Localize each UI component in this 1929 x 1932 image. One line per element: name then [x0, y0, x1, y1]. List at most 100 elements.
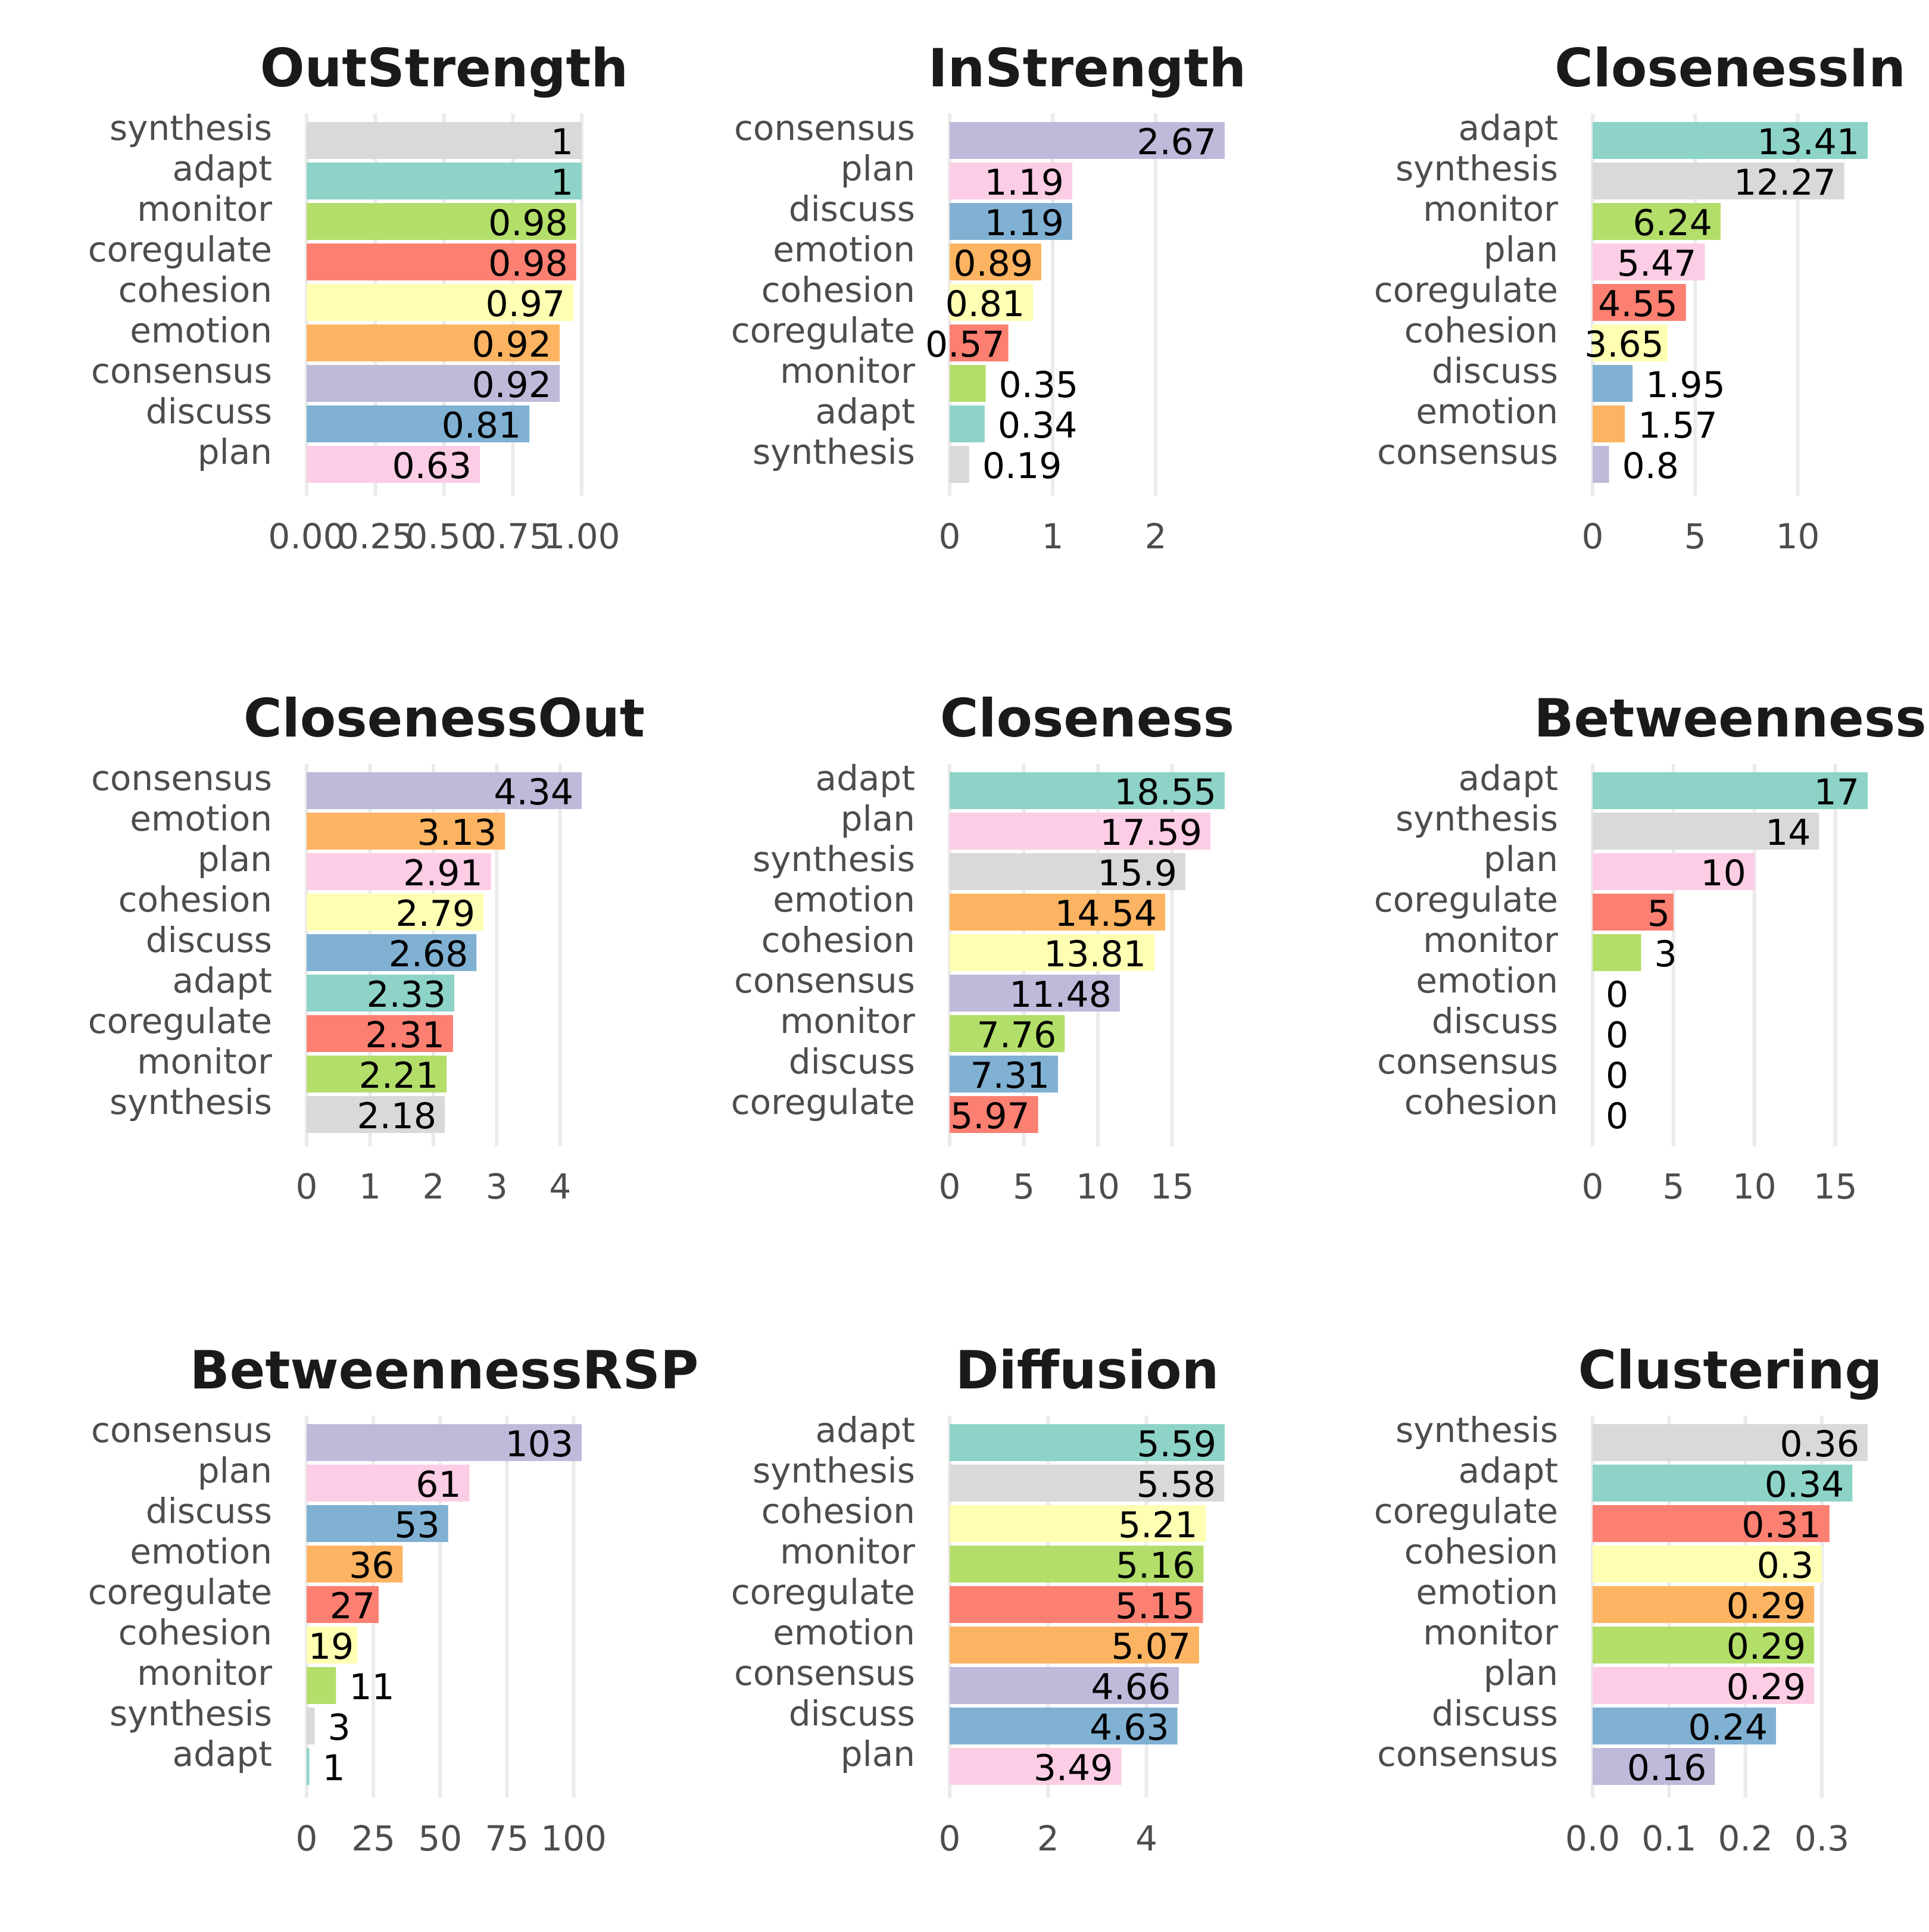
value-label: 15.9	[1097, 853, 1177, 894]
value-label: 6.24	[1633, 202, 1712, 244]
tick-label: 0.25	[337, 516, 414, 557]
category-label: emotion	[1416, 960, 1558, 1001]
category-label: synthesis	[110, 1082, 272, 1122]
bar-adapt	[1593, 772, 1868, 809]
bar-adapt	[950, 772, 1225, 809]
bar-plan	[950, 813, 1211, 850]
category-label: plan	[198, 1450, 272, 1491]
value-label: 0.57	[925, 324, 1005, 366]
category-label: coregulate	[88, 1572, 272, 1612]
bar-adapt	[307, 975, 455, 1012]
category-label: discuss	[1432, 1001, 1558, 1041]
tick-label: 15	[1150, 1166, 1194, 1207]
category-label: discuss	[789, 189, 915, 229]
tick-label: 0.00	[268, 516, 345, 557]
tick-label: 0	[296, 1166, 318, 1207]
bar-plan	[307, 1465, 470, 1502]
value-label: 3.49	[1034, 1747, 1113, 1789]
bar-cohesion	[1593, 324, 1668, 361]
bar-monitor	[307, 1667, 336, 1704]
category-label: emotion	[130, 1531, 272, 1572]
bar-emotion	[950, 894, 1166, 931]
category-label: synthesis	[110, 1693, 272, 1734]
value-label: 5.97	[950, 1095, 1030, 1137]
category-label: plan	[198, 432, 272, 472]
bar-consensus	[950, 975, 1120, 1012]
category-label: emotion	[773, 879, 915, 920]
value-label: 19	[308, 1626, 354, 1668]
value-label: 0.92	[472, 324, 551, 366]
value-label: 5.15	[1115, 1585, 1195, 1627]
tick-label: 50	[418, 1818, 462, 1859]
tick-label: 0.75	[475, 516, 551, 557]
tick-label: 0	[939, 1166, 961, 1207]
value-label: 7.31	[970, 1055, 1050, 1097]
bar-coregulate	[950, 324, 1009, 361]
panel-closenessin: ClosenessIn adapt 13.41 synthesis 12.27 monit…	[1374, 38, 1906, 557]
category-label: emotion	[773, 1612, 915, 1653]
category-label: coregulate	[731, 310, 915, 351]
value-label: 5.16	[1116, 1545, 1196, 1587]
category-label: emotion	[130, 798, 272, 839]
category-label: monitor	[137, 1653, 272, 1693]
panel-outstrength: OutStrength synthesis 1 adapt 1 monitor 0.98 co…	[88, 38, 629, 557]
bar-adapt	[307, 1748, 310, 1785]
category-label: plan	[198, 839, 272, 879]
tick-label: 0.3	[1794, 1818, 1849, 1859]
value-label: 11	[349, 1666, 394, 1708]
category-label: monitor	[1423, 189, 1558, 229]
category-label: cohesion	[118, 1612, 272, 1653]
bar-coregulate	[1593, 284, 1686, 321]
bar-emotion	[950, 244, 1041, 280]
category-label: discuss	[1432, 351, 1558, 391]
category-label: discuss	[146, 1491, 272, 1531]
category-label: monitor	[137, 1041, 272, 1082]
bar-coregulate	[307, 1015, 453, 1052]
category-label: plan	[1484, 839, 1558, 879]
value-label: 0.24	[1688, 1707, 1768, 1749]
value-label: 4.55	[1598, 283, 1678, 325]
value-label: 13.81	[1044, 934, 1146, 975]
tick-label: 0	[939, 516, 961, 557]
panel-clustering: Clustering synthesis 0.36 adapt 0.34 coregula…	[1374, 1340, 1883, 1859]
value-label: 4.34	[494, 772, 573, 813]
bar-plan	[950, 1748, 1122, 1785]
value-label: 1	[551, 121, 573, 163]
bar-cohesion	[950, 934, 1154, 971]
value-label: 2.21	[359, 1055, 439, 1097]
bar-consensus	[1593, 1748, 1715, 1785]
bar-discuss	[307, 405, 530, 442]
bar-synthesis	[1593, 1424, 1868, 1461]
value-label: 0.29	[1727, 1585, 1806, 1627]
value-label: 0	[1606, 1055, 1628, 1097]
category-label: consensus	[1377, 432, 1558, 472]
category-label: emotion	[130, 310, 272, 351]
bar-coregulate	[950, 1096, 1038, 1133]
category-label: cohesion	[118, 879, 272, 920]
bar-adapt	[1593, 122, 1868, 159]
bar-synthesis	[1593, 813, 1819, 850]
category-label: synthesis	[110, 108, 272, 148]
bar-coregulate	[307, 244, 576, 280]
value-label: 12.27	[1734, 162, 1836, 204]
category-label: synthesis	[1396, 1410, 1558, 1450]
category-label: cohesion	[1404, 1531, 1558, 1572]
category-label: cohesion	[118, 270, 272, 310]
category-label: adapt	[173, 148, 272, 189]
category-label: discuss	[789, 1041, 915, 1082]
value-label: 1.95	[1646, 364, 1725, 406]
category-label: cohesion	[761, 920, 915, 960]
bar-consensus	[950, 122, 1225, 159]
value-label: 103	[505, 1424, 573, 1465]
bar-consensus	[307, 1424, 582, 1461]
category-label: cohesion	[1404, 1082, 1558, 1122]
value-label: 0.36	[1780, 1424, 1859, 1465]
value-label: 0.8	[1622, 445, 1679, 487]
category-label: consensus	[1377, 1041, 1558, 1082]
panel-diffusion: Diffusion adapt 5.59 synthesis 5.58 cohesion 5…	[731, 1340, 1225, 1859]
bar-coregulate	[1593, 894, 1674, 931]
tick-label: 10	[1776, 516, 1820, 557]
value-label: 0.92	[472, 364, 551, 406]
category-label: synthesis	[753, 432, 915, 472]
bar-synthesis	[1593, 163, 1844, 199]
